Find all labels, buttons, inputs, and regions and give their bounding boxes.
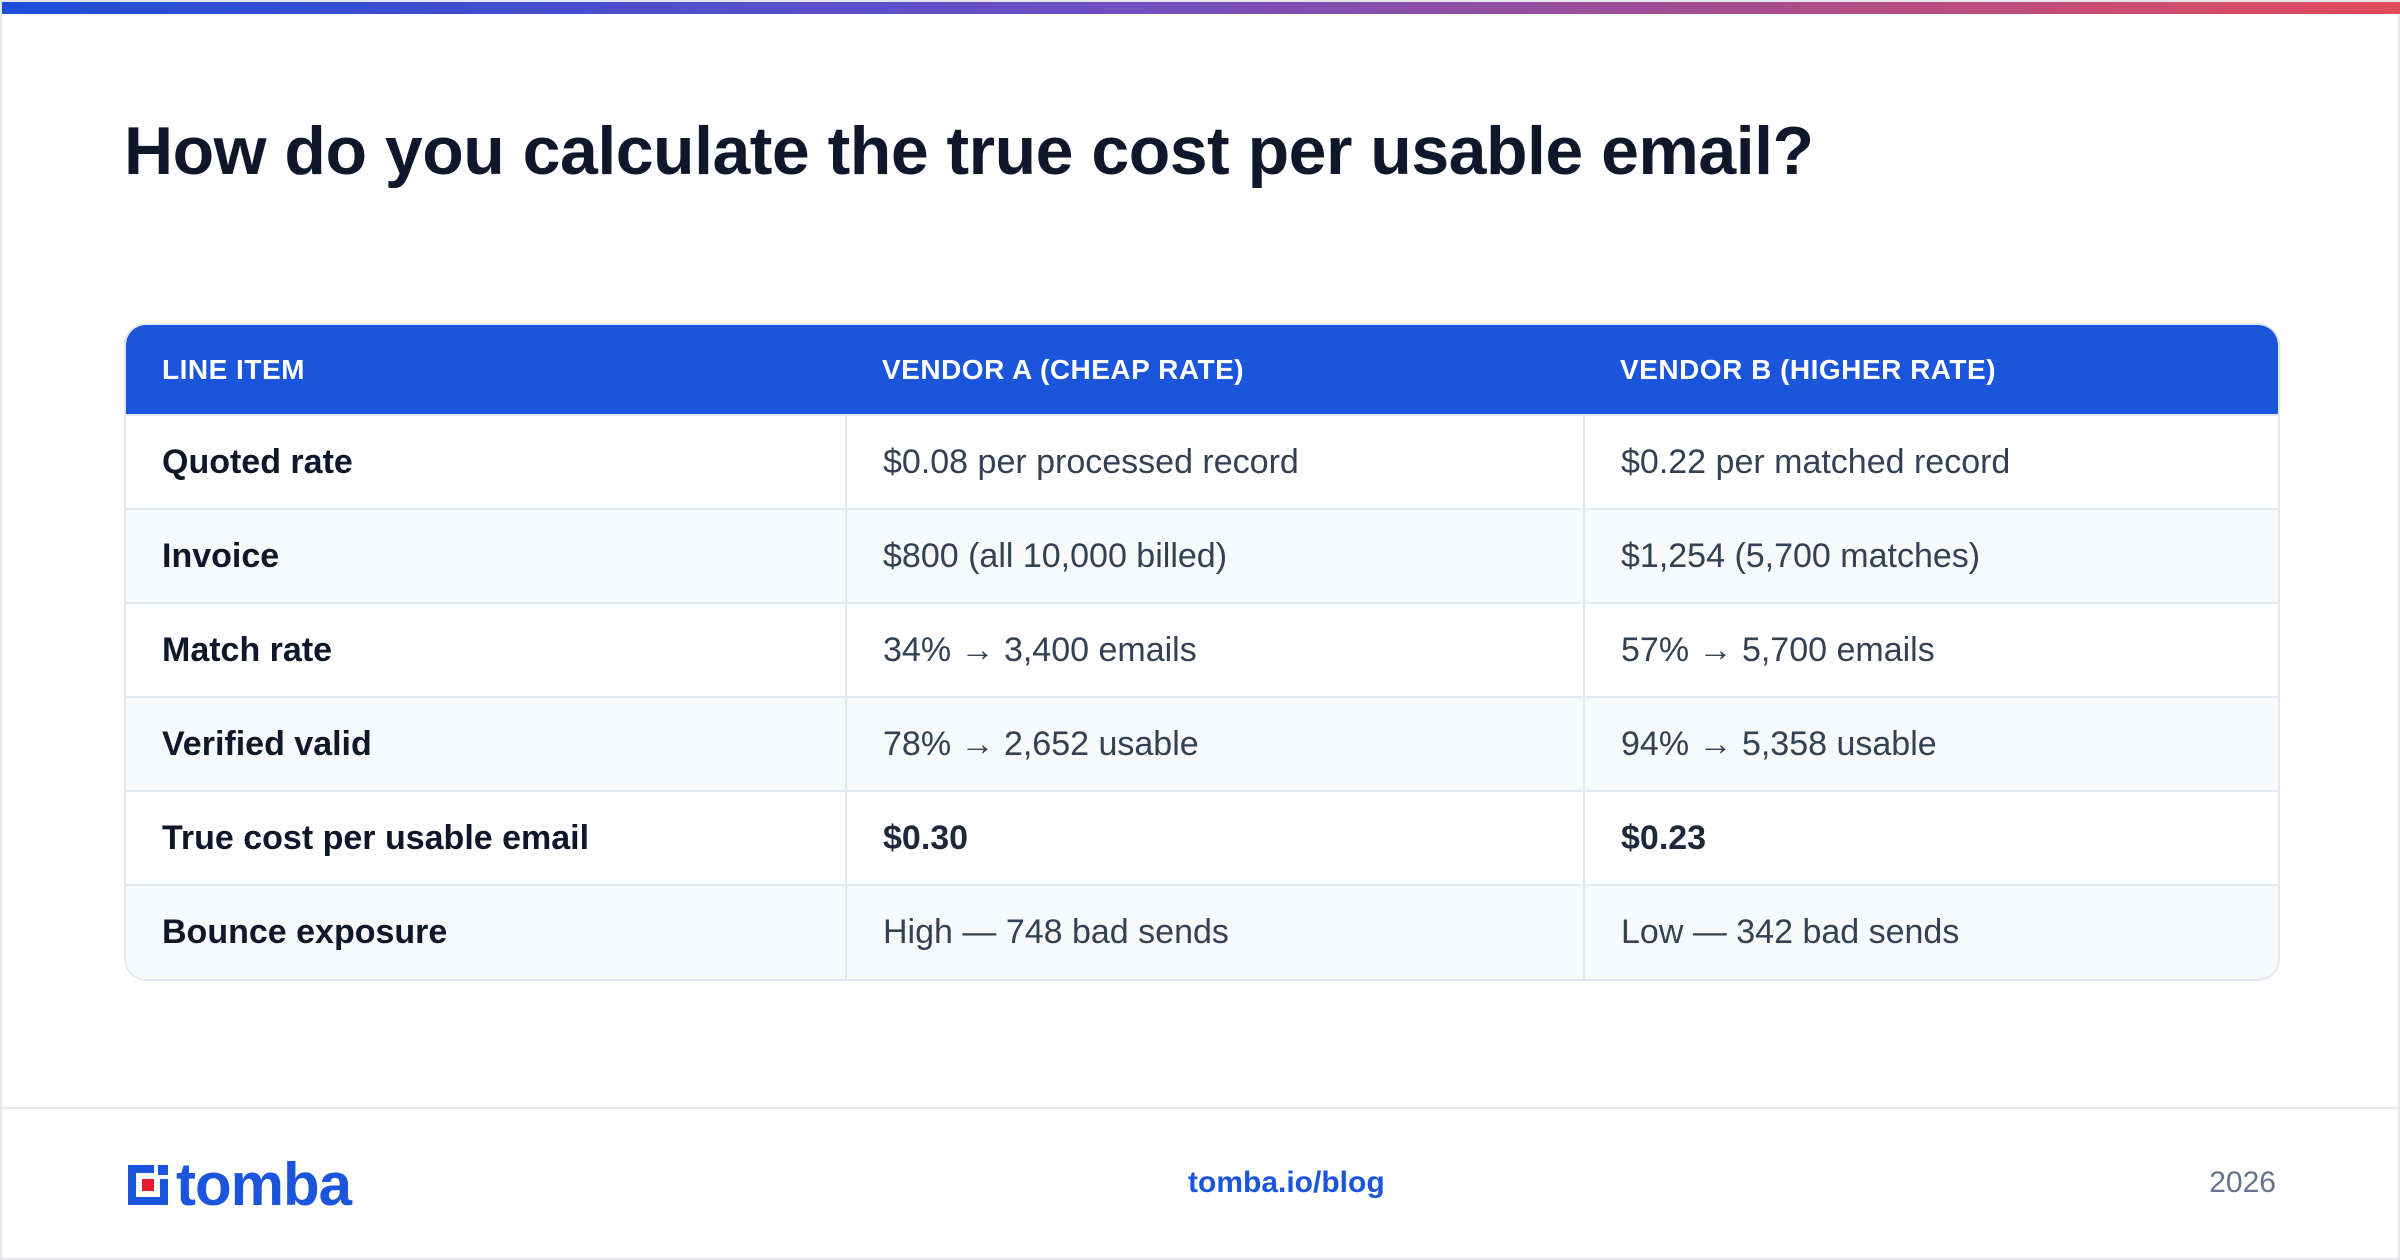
footer-year: 2026 — [2209, 1166, 2276, 1199]
vendor-a-cell: 78% → 2,652 usable — [845, 696, 1584, 791]
vendor-a-cell: High — 748 bad sends — [845, 884, 1584, 979]
table-row: True cost per usable email $0.30 $0.23 — [126, 790, 2278, 885]
vendor-b-cell: $0.23 — [1583, 790, 2278, 885]
vendor-a-cell: 34% → 3,400 emails — [845, 602, 1584, 697]
header-vendor-b: VENDOR B (HIGHER RATE) — [1620, 353, 1997, 385]
vendor-b-cell: $1,254 (5,700 matches) — [1583, 508, 2278, 603]
vendor-b-cell: Low — 342 bad sends — [1583, 884, 2278, 979]
gradient-top-bar — [2, 2, 2400, 14]
table-row: Invoice $800 (all 10,000 billed) $1,254 (5… — [126, 508, 2278, 603]
table-row: Bounce exposure High — 748 bad sends Low —… — [126, 884, 2278, 979]
vendor-a-cell: $0.08 per processed record — [845, 414, 1584, 509]
vendor-b-cell: 57% → 5,700 emails — [1583, 602, 2278, 697]
comparison-table: LINE ITEM VENDOR A (CHEAP RATE) VENDOR B… — [124, 323, 2280, 981]
table-body: Quoted rate $0.08 per processed record $0.… — [126, 414, 2278, 979]
footer-divider — [2, 1107, 2400, 1109]
vendor-a-cell: $800 (all 10,000 billed) — [845, 508, 1584, 603]
header-vendor-a: VENDOR A (CHEAP RATE) — [882, 353, 1245, 385]
row-label: True cost per usable email — [126, 790, 846, 885]
row-label: Quoted rate — [126, 414, 846, 509]
row-label: Bounce exposure — [126, 884, 846, 979]
table-header-row: LINE ITEM VENDOR A (CHEAP RATE) VENDOR B… — [126, 325, 2278, 415]
tomba-logo: tomba — [124, 1151, 352, 1218]
tomba-logo-icon — [128, 1165, 168, 1205]
header-line-item: LINE ITEM — [162, 353, 305, 385]
vendor-a-cell: $0.30 — [845, 790, 1584, 885]
page-title: How do you calculate the true cost per u… — [124, 113, 1814, 189]
table-row: Match rate 34% → 3,400 emails 57% → 5,700 … — [126, 602, 2278, 697]
row-label: Verified valid — [126, 696, 846, 791]
vendor-b-cell: 94% → 5,358 usable — [1583, 696, 2278, 791]
row-label: Match rate — [126, 602, 846, 697]
row-label: Invoice — [126, 508, 846, 603]
vendor-b-cell: $0.22 per matched record — [1583, 414, 2278, 509]
table-row: Quoted rate $0.08 per processed record $0.… — [126, 414, 2278, 509]
table-header: LINE ITEM VENDOR A (CHEAP RATE) VENDOR B… — [126, 325, 2278, 415]
table-row: Verified valid 78% → 2,652 usable 94% → 5,… — [126, 696, 2278, 791]
logo-text: tomba — [176, 1151, 352, 1218]
blog-link[interactable]: tomba.io/blog — [1188, 1166, 1385, 1199]
